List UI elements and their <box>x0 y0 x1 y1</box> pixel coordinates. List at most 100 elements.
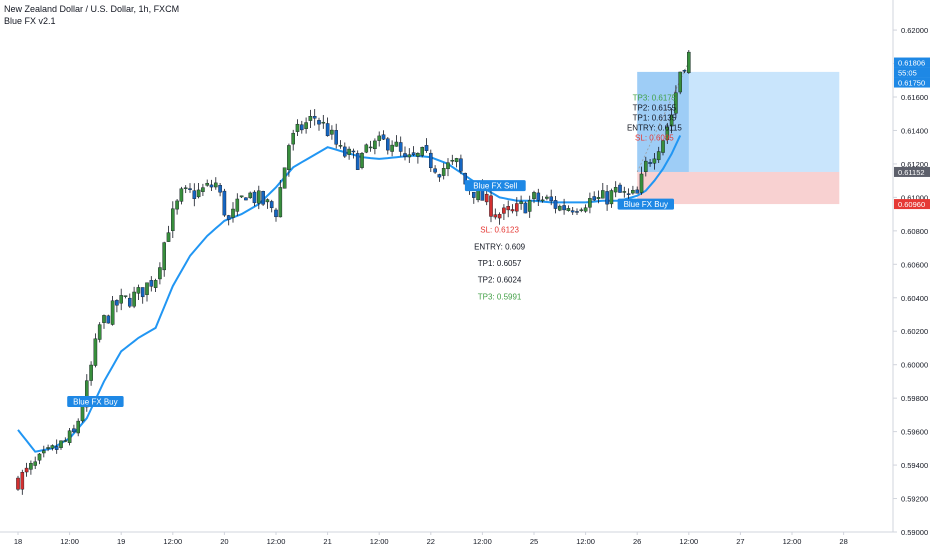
price-tick-label: 0.59800 <box>901 394 928 403</box>
candle-body <box>540 199 545 202</box>
candle-body <box>282 167 287 189</box>
candle-body <box>407 154 412 158</box>
candle-body <box>390 144 394 152</box>
candle-body <box>123 295 128 297</box>
time-tick-label: 12:00 <box>679 537 698 546</box>
price-tag-bg <box>894 67 930 78</box>
candle-body <box>231 208 235 218</box>
candle-body <box>566 208 571 211</box>
price-tick-label: 0.60000 <box>901 361 928 370</box>
price-tag-text: 55:05 <box>898 69 917 78</box>
candle-body <box>355 153 360 170</box>
candle-body <box>441 168 446 176</box>
time-tick-label: 19 <box>117 537 125 546</box>
candle-body <box>364 144 369 153</box>
level-label: ENTRY: 0.609 <box>474 242 526 251</box>
signal-label-bg <box>67 396 124 407</box>
candle-body <box>343 146 347 157</box>
candle-body <box>639 173 644 193</box>
candle-body <box>110 300 115 325</box>
price-tick-label: 0.60200 <box>901 327 928 336</box>
level-label: TP2: 0.6024 <box>478 276 522 285</box>
level-label: SL: 0.6095 <box>635 134 674 143</box>
candle-body <box>583 207 588 212</box>
signal-label: Blue FX Buy <box>617 198 674 210</box>
time-tick-label: 12:00 <box>370 537 389 546</box>
candle-body <box>622 191 627 193</box>
candle-body <box>222 190 227 216</box>
candle-body <box>394 141 399 147</box>
candle-body <box>175 200 179 210</box>
candle-body <box>80 406 85 422</box>
time-axis: 18 12:00 19 12:00 20 12:00 21 12:00 22 12:00 25 12:… <box>0 531 893 546</box>
candle-body <box>72 428 76 433</box>
candle-body <box>334 130 339 145</box>
candle-body <box>596 196 601 200</box>
candle-body <box>106 315 111 324</box>
time-tick-label: 28 <box>839 537 847 546</box>
candle-body <box>312 116 317 119</box>
time-tick-label: 20 <box>220 537 228 546</box>
candle-body <box>381 134 386 140</box>
price-tag: 55:05 <box>894 67 930 78</box>
candle-body <box>261 191 265 205</box>
candle-body <box>429 152 433 169</box>
indicator-name[interactable]: Blue FX v2.1 <box>4 16 56 26</box>
candle-body <box>132 291 136 307</box>
candle-body <box>89 364 93 381</box>
candle-body <box>170 208 175 232</box>
candle-body <box>497 214 502 219</box>
candle-body <box>437 174 442 178</box>
candle-body <box>97 324 102 340</box>
candle-body <box>536 192 541 201</box>
candle-body <box>527 200 532 212</box>
candle-body <box>661 140 665 153</box>
candle-body <box>300 124 304 131</box>
candle-body <box>424 145 429 151</box>
price-tick-label: 0.60800 <box>901 227 928 236</box>
candle-body <box>360 153 364 168</box>
signal-label-text: Blue FX Buy <box>73 398 117 407</box>
candle-body <box>420 146 425 156</box>
signal-label-bg <box>617 198 674 210</box>
candle-body <box>411 152 416 155</box>
candle-body <box>386 138 390 151</box>
candle-body <box>493 214 498 218</box>
candle-body <box>278 187 283 218</box>
candle-body <box>239 195 244 198</box>
candle-body <box>183 187 188 189</box>
candle-body <box>416 152 420 157</box>
candle-body <box>67 430 72 443</box>
candle-body <box>562 205 566 211</box>
level-label: TP3: 0.6175 <box>633 93 677 102</box>
level-label: TP2: 0.6155 <box>633 103 677 112</box>
time-tick-label: 12:00 <box>783 537 802 546</box>
price-tick-label: 0.60400 <box>901 294 928 303</box>
candle-body <box>605 191 609 205</box>
candle-body <box>433 168 437 173</box>
candle-body <box>127 297 132 307</box>
candle-body <box>626 193 631 195</box>
candle-body <box>669 114 674 127</box>
price-tick-label: 0.59000 <box>901 528 928 537</box>
candle-body <box>592 196 596 201</box>
candle-body <box>162 242 167 271</box>
candle-body <box>523 202 528 214</box>
candle-body <box>472 192 476 198</box>
candle-body <box>235 198 240 212</box>
candle-body <box>618 184 622 193</box>
time-tick-label: 22 <box>427 537 435 546</box>
candle-body <box>325 123 330 137</box>
candle-body <box>140 287 145 298</box>
price-tick-label: 0.59400 <box>901 461 928 470</box>
price-tick-label: 0.61000 <box>901 193 928 202</box>
candle-body <box>570 210 575 213</box>
price-tag: 0.60960 <box>894 199 930 210</box>
time-tick-label: 26 <box>633 537 641 546</box>
candle-body <box>226 215 231 220</box>
candle-body <box>373 140 377 150</box>
candle-body <box>609 190 614 205</box>
candle-body <box>153 280 158 288</box>
candle-body <box>549 196 553 202</box>
